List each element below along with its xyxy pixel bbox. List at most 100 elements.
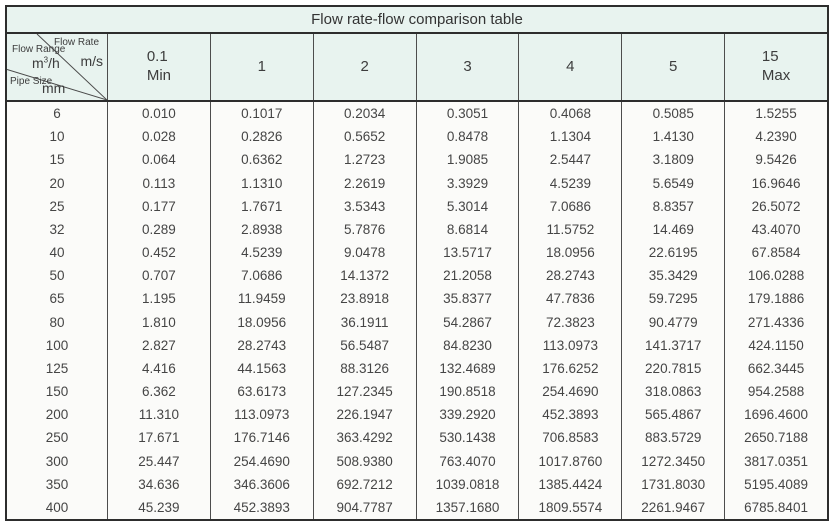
flow-value-cell: 127.2345 [312,379,416,404]
flow-value-cell: 34.636 [107,472,210,496]
column-header-value: 15 [761,48,779,66]
pipe-size-cell: 400 [45,499,69,515]
flow-value-cell: 5.6549 [621,171,724,195]
pipe-size-cell: 10 [49,129,65,145]
flow-value-cell: 6785.8401 [724,495,827,519]
flow-value-cell: 1.7671 [209,194,313,218]
flow-value-cell: 35.3429 [621,264,724,288]
flow-value-cell: 21.2058 [415,264,519,288]
flow-value-cell: 8.8357 [621,194,724,218]
flow-value-cell: 45.239 [107,495,210,519]
flow-value-cell: 0.1017 [209,102,313,126]
flow-value-cell: 13.5717 [415,240,519,265]
flow-value-cell: 28.2743 [518,264,621,288]
flow-value-cell: 662.3445 [724,356,827,380]
flow-value-cell: 5195.4089 [724,472,827,496]
flow-value-cell: 22.6195 [621,240,724,265]
flow-value-cell: 5.3014 [415,194,519,218]
table-body: 6 0.010 0.1017 0.2034 0.3051 0.4068 0.5085 1.52… [7,102,827,519]
flow-value-cell: 59.7295 [621,287,724,311]
flow-value-cell: 1.2723 [312,148,416,172]
flow-value-cell: 1039.0818 [415,472,519,496]
flow-value-cell: 692.7212 [312,472,416,496]
corner-header-cell: Flow Range Flow Rate m/s m3/h Pipe Size … [7,34,107,100]
flow-value-cell: 16.9646 [724,171,827,195]
column-header-15: 15 Max [724,34,827,100]
flow-value-cell: 43.4070 [724,217,827,241]
flow-value-cell: 1.810 [107,310,210,334]
column-header-1: 1 [209,34,313,100]
pipe-size-cell: 15 [49,152,65,168]
flow-value-cell: 84.8230 [415,333,519,357]
pipe-size-cell: 350 [45,476,69,492]
flow-value-cell: 0.177 [107,194,210,218]
flow-value-cell: 67.8584 [724,240,827,265]
column-header-value: 0.1 [146,48,168,66]
flow-value-cell: 346.3606 [209,472,313,496]
column-header-value: 2 [360,57,369,75]
column-header-value: 5 [669,57,678,75]
pipe-size-cell: 300 [45,453,69,469]
flow-value-cell: 141.3717 [621,333,724,357]
pipe-size-cell: 50 [49,268,65,284]
flow-value-cell: 1731.8030 [621,472,724,496]
flow-value-cell: 18.0956 [518,240,621,265]
flow-value-cell: 220.7815 [621,356,724,380]
flow-value-cell: 28.2743 [209,333,313,357]
flow-value-cell: 904.7787 [312,495,416,519]
pipe-size-cell: 150 [45,384,69,400]
flow-value-cell: 530.1438 [415,426,519,450]
flow-rate-label: Flow Rate [53,37,99,48]
flow-value-cell: 0.010 [107,102,210,126]
flow-range-unit: m3/h [32,55,60,71]
flow-value-cell: 883.5729 [621,426,724,450]
flow-value-cell: 9.5426 [724,148,827,172]
flow-value-cell: 0.5085 [621,102,724,126]
header-row: Flow Range Flow Rate m/s m3/h Pipe Size … [7,34,827,102]
flow-value-cell: 5.7876 [312,217,416,241]
flow-value-cell: 1017.8760 [518,449,621,473]
pipe-size-cell: 80 [49,314,65,330]
flow-value-cell: 318.0863 [621,379,724,404]
flow-value-cell: 7.0686 [209,264,313,288]
flow-value-cell: 1357.1680 [415,495,519,519]
flow-value-cell: 26.5072 [724,194,827,218]
flow-value-cell: 1.5255 [724,102,827,126]
column-header-note: Min [146,67,171,84]
flow-value-cell: 18.0956 [209,310,313,334]
flow-value-cell: 4.5239 [518,171,621,195]
flow-value-cell: 0.289 [107,217,210,241]
pipe-size-cell: 20 [49,175,65,191]
pipe-size-cell: 32 [49,221,65,237]
flow-value-cell: 954.2588 [724,379,827,404]
pipe-size-label: Pipe Size [10,76,53,87]
diagonal-divider-icon [7,34,107,100]
flow-value-cell: 763.4070 [415,449,519,473]
flow-value-cell: 565.4867 [621,403,724,427]
flow-value-cell: 7.0686 [518,194,621,218]
flow-value-cell: 176.6252 [518,356,621,380]
flow-value-cell: 113.0973 [518,333,621,357]
flow-value-cell: 0.8478 [415,125,519,149]
column-header-value: 4 [566,57,575,75]
flow-value-cell: 6.362 [107,379,210,404]
flow-value-cell: 3.1809 [621,148,724,172]
flow-value-cell: 14.469 [621,217,724,241]
flow-value-cell: 4.2390 [724,125,827,149]
column-header-note: Max [761,67,791,84]
flow-value-cell: 36.1911 [312,310,416,334]
flow-value-cell: 2.5447 [518,148,621,172]
flow-value-cell: 9.0478 [312,240,416,265]
flow-value-cell: 113.0973 [209,403,313,427]
flow-value-cell: 0.6362 [209,148,313,172]
flow-rate-unit: m/s [80,53,103,69]
flow-value-cell: 132.4689 [415,356,519,380]
flow-value-cell: 0.113 [107,171,210,195]
flow-value-cell: 0.452 [107,240,210,265]
flow-value-cell: 1.1310 [209,171,313,195]
flow-value-cell: 17.671 [107,426,210,450]
pipe-size-cell: 200 [45,407,69,423]
flow-value-cell: 90.4779 [621,310,724,334]
flow-value-cell: 14.1372 [312,264,416,288]
flow-value-cell: 1696.4600 [724,403,827,427]
